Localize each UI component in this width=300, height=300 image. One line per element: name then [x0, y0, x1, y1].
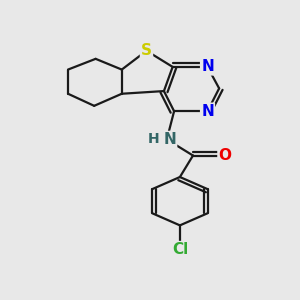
Text: N: N [164, 132, 176, 147]
Text: S: S [141, 43, 152, 58]
Text: Cl: Cl [172, 242, 188, 257]
Text: H: H [148, 132, 160, 146]
Text: N: N [201, 104, 214, 119]
Text: O: O [218, 148, 232, 163]
Text: N: N [201, 59, 214, 74]
